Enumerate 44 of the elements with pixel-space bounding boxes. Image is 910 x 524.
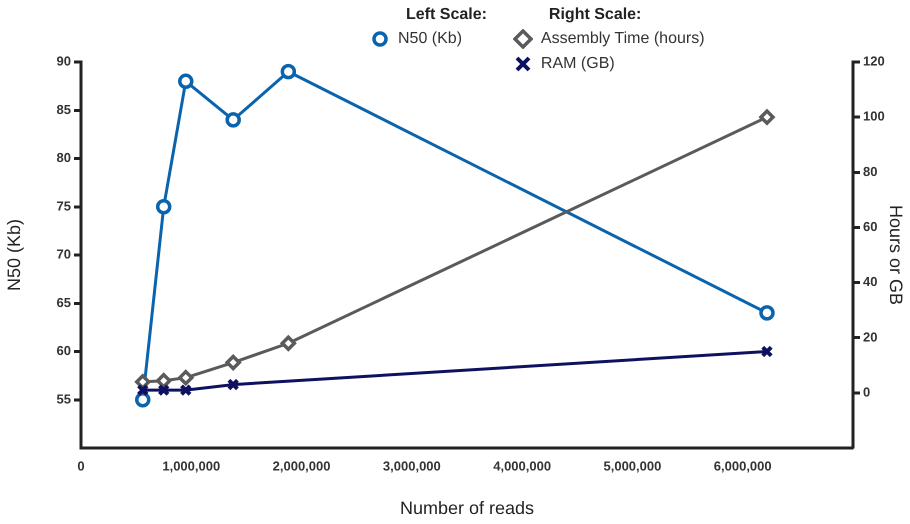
point	[157, 384, 170, 396]
legend-label: N50 (Kb)	[398, 30, 462, 48]
point	[225, 354, 241, 370]
x-tick-label: 4,000,000	[493, 458, 552, 474]
x-tick-label: 1,000,000	[162, 458, 220, 474]
legend-label: RAM (GB)	[540, 55, 615, 73]
point	[178, 74, 194, 90]
text: Right Scale:	[548, 6, 642, 24]
x-tick-label: 2,000,000	[272, 458, 330, 474]
point	[759, 305, 775, 321]
y-tick-label: 90	[56, 54, 71, 69]
point	[156, 199, 172, 214]
y-tick-label: 85	[56, 102, 71, 117]
point	[135, 392, 151, 408]
x-axis-title: Number of reads	[400, 498, 534, 518]
y2-tick-label: 40	[863, 274, 878, 290]
point	[156, 372, 172, 388]
y-axis-title: N50 (Kb)	[4, 218, 24, 292]
point	[226, 378, 240, 391]
x-tick-label: 0	[77, 458, 85, 474]
y-tick-label: 60	[56, 343, 71, 358]
point	[280, 64, 296, 80]
x-tick-label: 6,000,000	[714, 458, 772, 474]
legend-label: Assembly Time (hours)	[540, 30, 705, 48]
y2-tick-label: 60	[863, 219, 878, 234]
y-tick-label: 65	[56, 294, 71, 310]
y2-tick-label: 20	[863, 329, 878, 344]
point	[178, 370, 194, 386]
text: Left Scale:	[405, 6, 487, 24]
y-tick-label: 80	[56, 150, 71, 166]
x-tick-label: 5,000,000	[604, 458, 662, 474]
point	[280, 335, 296, 351]
point	[225, 112, 241, 128]
point	[180, 384, 192, 396]
y-tick-label: 55	[56, 391, 71, 406]
y2-axis-title: Hours or GB	[886, 204, 906, 306]
y2-tick-label: 80	[863, 164, 878, 179]
y2-tick-label: 100	[863, 108, 885, 124]
y-tick-label: 70	[56, 246, 71, 262]
point	[759, 109, 775, 125]
y2-tick-label: 120	[863, 54, 885, 69]
x-tick-label: 3,000,000	[382, 458, 441, 474]
y-tick-label: 75	[56, 198, 71, 214]
y2-tick-label: 0	[863, 384, 870, 400]
